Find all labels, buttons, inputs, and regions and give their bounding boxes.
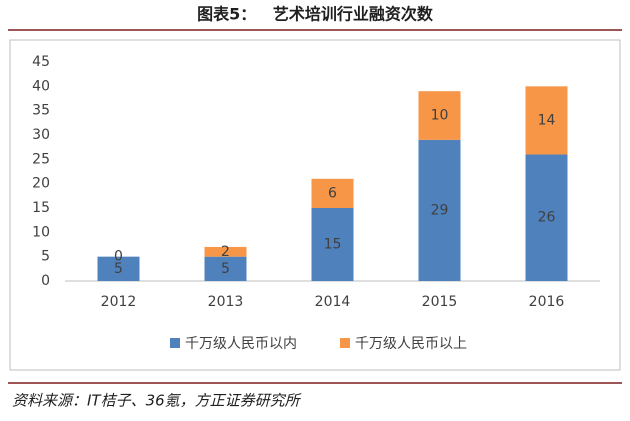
data-label: 29 <box>431 202 449 218</box>
legend-swatch <box>340 338 350 348</box>
x-tick-label: 2016 <box>529 294 565 310</box>
bar-segment <box>311 208 354 281</box>
bar-segment <box>204 256 247 281</box>
x-tick-label: 2013 <box>208 294 244 310</box>
y-tick-label: 35 <box>32 103 50 119</box>
data-label: 6 <box>328 185 337 201</box>
x-tick-label: 2012 <box>101 294 137 310</box>
data-label: 5 <box>221 261 230 277</box>
y-tick-label: 25 <box>32 151 50 167</box>
legend-label: 千万级人民币以内 <box>185 336 297 352</box>
bar-segment <box>525 86 568 155</box>
y-tick-label: 30 <box>32 127 50 143</box>
y-tick-label: 45 <box>32 54 50 70</box>
x-tick-label: 2014 <box>315 294 351 310</box>
legend-label: 千万级人民币以上 <box>355 336 467 352</box>
y-tick-label: 20 <box>32 176 50 192</box>
bar-segment <box>97 256 140 281</box>
data-label: 2 <box>221 244 230 260</box>
y-tick-label: 0 <box>41 273 50 289</box>
chart-title: 图表5： 艺术培训行业融资次数 <box>197 5 434 24</box>
data-label: 14 <box>538 112 556 128</box>
source-note: 资料来源：IT桔子、36氪，方正证券研究所 <box>12 392 302 410</box>
chart-frame <box>9 39 621 371</box>
data-label: 10 <box>431 108 449 124</box>
bar-segment <box>418 91 461 140</box>
y-tick-label: 15 <box>32 200 50 216</box>
data-label: 15 <box>324 237 342 253</box>
bar-segment <box>418 139 461 281</box>
data-label: 5 <box>114 261 123 277</box>
bar-segment <box>525 154 568 281</box>
data-label: 26 <box>538 210 556 226</box>
y-tick-label: 10 <box>32 224 50 240</box>
y-tick-label: 40 <box>32 78 50 94</box>
x-tick-label: 2015 <box>422 294 458 310</box>
y-tick-label: 5 <box>41 249 50 265</box>
data-label: 0 <box>114 249 123 265</box>
bar-segment <box>204 246 247 257</box>
bar-segment <box>311 178 354 208</box>
legend-swatch <box>170 338 180 348</box>
